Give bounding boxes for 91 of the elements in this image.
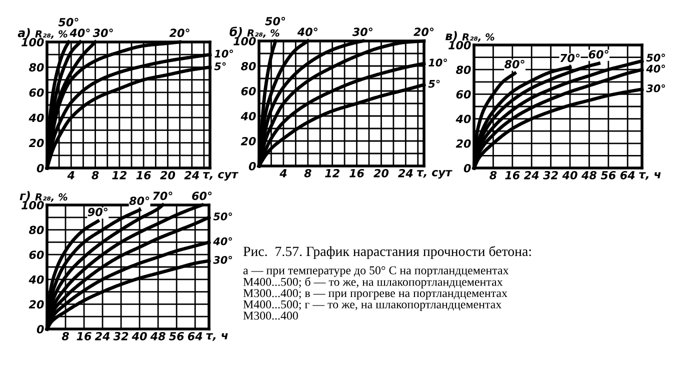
- text: Рис. 7.57. График нарастания прочности бетона:: [243, 246, 531, 259]
- series-label: 50°: [58, 18, 78, 26]
- y-tick-label: 20: [456, 139, 471, 148]
- x-axis-title: τ, ч: [206, 333, 228, 341]
- chart-title: а): [18, 28, 30, 39]
- series-label: 70°: [153, 192, 172, 200]
- series-label: 20°: [414, 28, 434, 36]
- series-label: 40°: [297, 28, 318, 36]
- y-axis-title: R₂₈, %: [35, 193, 68, 202]
- series-label: 60°: [588, 50, 608, 59]
- y-tick-label: 100: [22, 200, 44, 210]
- x-tick-label: 48: [150, 332, 166, 340]
- y-tick-label: 60: [456, 90, 471, 99]
- series-label: 10°: [428, 58, 447, 67]
- series-label: 5°: [428, 80, 440, 88]
- series-label: 50°: [265, 16, 286, 26]
- x-tick-label: 8: [304, 168, 312, 178]
- x-tick-label: 16: [505, 170, 520, 180]
- series-label: 5°: [214, 62, 226, 70]
- y-axis-title: R₂₈, %: [35, 30, 68, 39]
- x-tick-label: 56: [600, 170, 616, 180]
- y-tick-label: 60: [29, 250, 44, 259]
- series-label: 20°: [169, 28, 190, 38]
- series-label: 90°: [88, 208, 108, 216]
- series-label: 30°: [352, 28, 372, 36]
- x-tick-label: 12: [112, 170, 127, 180]
- y-tick-label: 40: [28, 114, 44, 122]
- series-label: 40°: [213, 237, 232, 246]
- x-tick-label: 12: [325, 168, 340, 178]
- series-label: 80°: [504, 60, 524, 68]
- chart-title: в): [445, 31, 457, 42]
- y-tick-label: 20: [28, 300, 44, 309]
- series-label: 60°: [192, 192, 212, 200]
- y-tick-label: 100: [234, 36, 256, 46]
- x-tick-label: 40: [132, 332, 147, 340]
- text: а — при температуре до 50° С на портландцементах М400...500; б — то же, на шлакопортландцементах М300...400; в — при прогреве на портландцементах М400...500; г — то же, на шлакопортландцементах М300...400: [243, 266, 509, 320]
- chart-title: г): [20, 191, 30, 202]
- x-tick-label: 4: [67, 171, 74, 180]
- series-label: 30°: [92, 28, 113, 38]
- x-tick-label: 4: [280, 169, 287, 178]
- x-tick-label: 24: [94, 332, 110, 340]
- series-label: 40°: [70, 28, 90, 38]
- y-tick-label: 0: [464, 164, 471, 172]
- x-tick-label: 24: [184, 170, 199, 180]
- x-tick-label: 64: [620, 170, 635, 180]
- y-tick-label: 60: [241, 86, 256, 96]
- y-tick-label: 60: [29, 88, 44, 97]
- y-tick-label: 0: [36, 324, 44, 334]
- y-tick-label: 0: [248, 162, 256, 170]
- x-tick-label: 40: [562, 170, 578, 180]
- x-tick-label: 24: [524, 170, 539, 180]
- y-tick-label: 100: [448, 40, 471, 50]
- y-tick-label: 80: [241, 62, 256, 70]
- chart-title: б): [230, 26, 242, 38]
- x-axis-title: τ, ч: [639, 172, 661, 180]
- y-axis-title: R₂₈, %: [462, 33, 494, 42]
- y-tick-label: 0: [36, 164, 44, 172]
- series-label: 50°: [646, 54, 665, 62]
- x-tick-label: 64: [188, 332, 202, 340]
- series-label: 30°: [646, 84, 665, 92]
- x-tick-label: 20: [374, 168, 389, 178]
- y-tick-label: 40: [240, 112, 256, 120]
- y-tick-label: 40: [28, 275, 44, 284]
- y-tick-label: 80: [456, 66, 471, 74]
- y-tick-label: 100: [22, 38, 44, 46]
- series-label: 80°: [129, 196, 150, 206]
- series-label: 50°: [213, 212, 232, 220]
- series-label: 70°: [560, 54, 580, 62]
- y-tick-label: 40: [456, 114, 471, 124]
- x-axis-title: τ, сут: [416, 170, 452, 179]
- y-tick-label: 20: [240, 136, 256, 146]
- x-tick-label: 24: [398, 168, 413, 178]
- x-tick-label: 32: [543, 170, 558, 180]
- x-axis-title: τ, сут: [203, 172, 238, 181]
- y-tick-label: 80: [29, 226, 44, 234]
- x-tick-label: 16: [350, 168, 364, 178]
- x-tick-label: 32: [113, 332, 128, 340]
- x-tick-label: 16: [136, 170, 151, 180]
- x-tick-label: 56: [169, 332, 184, 340]
- x-tick-label: 8: [62, 332, 69, 340]
- x-tick-label: 16: [76, 332, 92, 340]
- x-tick-label: 48: [581, 170, 597, 180]
- x-tick-label: 8: [92, 170, 99, 180]
- y-tick-label: 20: [28, 138, 44, 148]
- y-tick-label: 80: [29, 63, 44, 72]
- x-tick-label: 20: [160, 170, 176, 180]
- y-axis-title: R₂₈, %: [247, 29, 280, 38]
- series-label: 40°: [646, 64, 665, 73]
- x-tick-label: 8: [490, 170, 497, 180]
- series-label: 10°: [214, 50, 233, 58]
- series-label: 30°: [213, 256, 232, 264]
